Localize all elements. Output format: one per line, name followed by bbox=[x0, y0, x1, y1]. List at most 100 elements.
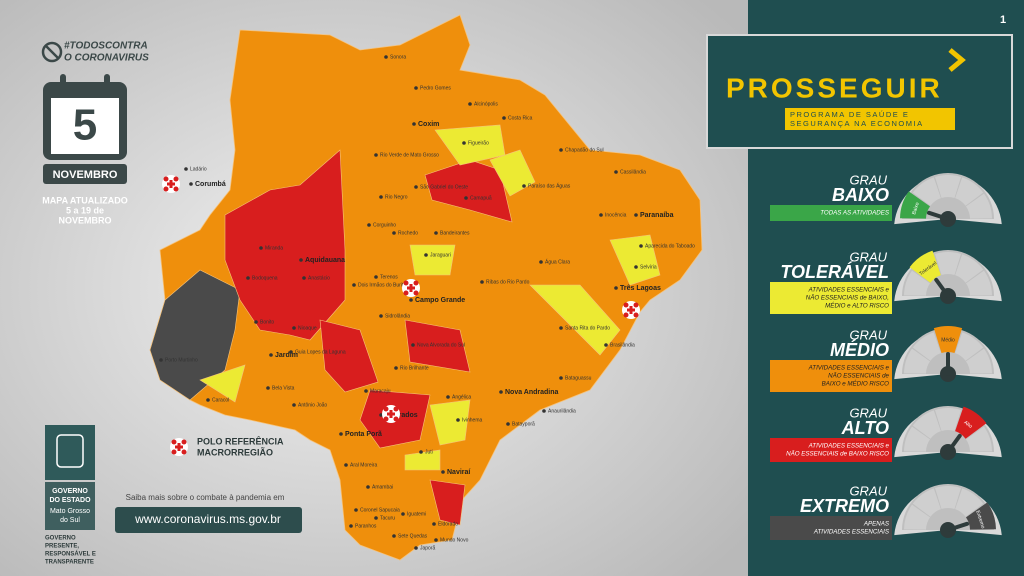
motto: GOVERNO PRESENTE,RESPONSÁVEL E TRANSPARENT… bbox=[45, 536, 96, 566]
marker-dot bbox=[623, 312, 629, 318]
gauge-segment bbox=[965, 426, 992, 452]
city-dot bbox=[432, 522, 436, 526]
gauge-segment bbox=[935, 252, 961, 275]
city-name: Bataguassu bbox=[565, 375, 592, 381]
city-name: Santa Rita do Pardo bbox=[565, 325, 610, 331]
footer-prompt: Saiba mais sobre o combate à pandemia em bbox=[126, 493, 285, 502]
city-dot bbox=[634, 265, 638, 269]
city-dot bbox=[599, 213, 603, 217]
city-name: Miranda bbox=[265, 245, 283, 251]
city-dot bbox=[411, 343, 415, 347]
city-dot bbox=[349, 524, 353, 528]
marker-dot bbox=[181, 449, 187, 455]
marker-dot bbox=[623, 302, 629, 308]
gauge-segment bbox=[912, 410, 941, 439]
gauge-segment bbox=[955, 406, 987, 439]
city-name: Jardim bbox=[275, 352, 298, 359]
city-dot bbox=[539, 260, 543, 264]
polo-marker bbox=[170, 438, 188, 456]
region bbox=[319, 319, 379, 393]
gauge-segment bbox=[912, 177, 941, 206]
update-note: MAPA ATUALIZADO bbox=[42, 195, 128, 205]
marker-cross bbox=[167, 182, 175, 186]
city-dot bbox=[367, 223, 371, 227]
marker-dot bbox=[413, 280, 419, 286]
city-name: Angélica bbox=[452, 394, 471, 400]
city-name: Bela Vista bbox=[272, 385, 295, 391]
marker-dot bbox=[403, 290, 409, 296]
calendar-month: NOVEMBRO bbox=[53, 169, 118, 181]
city-dot bbox=[414, 86, 418, 90]
url-box[interactable] bbox=[115, 507, 302, 533]
level-description: MÉDIO e ALTO RISCO bbox=[825, 303, 889, 310]
marker-dot bbox=[171, 439, 177, 445]
city-dot bbox=[446, 395, 450, 399]
city-dot bbox=[424, 253, 428, 257]
city-name: Bonito bbox=[260, 319, 274, 325]
city-name: Corumbá bbox=[195, 181, 226, 188]
city-name: Nioaque bbox=[298, 325, 317, 331]
gauge-segment bbox=[955, 177, 984, 206]
legend-text: POLO REFERÊNCIA bbox=[197, 435, 284, 446]
city-dot bbox=[339, 432, 343, 436]
government-text: GOVERNO bbox=[52, 488, 88, 495]
calendar-page bbox=[51, 98, 119, 154]
city-name: Coronel Sapucaia bbox=[360, 507, 400, 513]
city-dot bbox=[456, 418, 460, 422]
program-logo: PROSSEGUIR PROGRAMA DE SAÚDE E SEGURANÇA… bbox=[706, 34, 1013, 149]
city-name: Brasilândia bbox=[610, 342, 635, 348]
gauge-segment bbox=[933, 326, 963, 353]
city-dot bbox=[506, 422, 510, 426]
gauge-label: Médio bbox=[941, 337, 955, 343]
program-subtitle: PROGRAMA DE SAÚDE E bbox=[790, 110, 909, 119]
level-grau: GRAU bbox=[849, 405, 887, 420]
gauge-segment bbox=[955, 488, 984, 517]
region bbox=[199, 364, 246, 403]
calendar-ring bbox=[60, 74, 66, 92]
level-name: EXTREMO bbox=[800, 496, 889, 516]
city-name: Ponta Porã bbox=[345, 431, 382, 438]
city-name: Água Clara bbox=[545, 258, 570, 265]
government-text: do Sul bbox=[60, 517, 80, 524]
marker-dot bbox=[163, 186, 169, 192]
marker-dot bbox=[163, 176, 169, 182]
city-dot bbox=[441, 470, 445, 474]
city-name: Selvíria bbox=[640, 264, 657, 270]
city-dot bbox=[364, 389, 368, 393]
map bbox=[149, 14, 703, 561]
region bbox=[224, 149, 346, 341]
city-name: Ivinhema bbox=[462, 417, 483, 423]
level-description: ATIVIDADES ESSENCIAIS e bbox=[808, 443, 890, 450]
level-bar bbox=[770, 360, 892, 392]
city-dot bbox=[522, 184, 526, 188]
marker-dot bbox=[181, 439, 187, 445]
coat-of-arms bbox=[56, 434, 84, 468]
level-description: NÃO ESSENCIAIS de BAIXO, bbox=[806, 295, 889, 302]
city-name: Ribas do Rio Pardo bbox=[486, 279, 530, 285]
gauge-segment bbox=[912, 488, 941, 517]
city-name: Nova Alvorada do Sul bbox=[417, 342, 465, 348]
city-name: Juti bbox=[425, 449, 433, 455]
city-dot bbox=[559, 148, 563, 152]
city-name: Mundo Novo bbox=[440, 537, 469, 543]
city-dot bbox=[462, 141, 466, 145]
high-regions bbox=[224, 149, 513, 526]
city-name: Jaraguari bbox=[430, 252, 451, 258]
calendar-day: 5 bbox=[73, 101, 97, 150]
marker-dot bbox=[413, 290, 419, 296]
region bbox=[404, 449, 441, 471]
marker-dot bbox=[173, 176, 179, 182]
url[interactable]: www.coronavirus.ms.gov.br bbox=[134, 512, 281, 526]
city-dot bbox=[254, 320, 258, 324]
city-dot bbox=[379, 195, 383, 199]
program-title: PROSSEGUIR bbox=[726, 72, 943, 103]
city-dot bbox=[394, 366, 398, 370]
government-text: Mato Grosso bbox=[50, 508, 90, 515]
city-name: Alcinópolis bbox=[474, 101, 498, 107]
extreme-region bbox=[149, 269, 241, 401]
page-number: 1 bbox=[1000, 14, 1006, 26]
city-name: Ladário bbox=[190, 166, 207, 172]
